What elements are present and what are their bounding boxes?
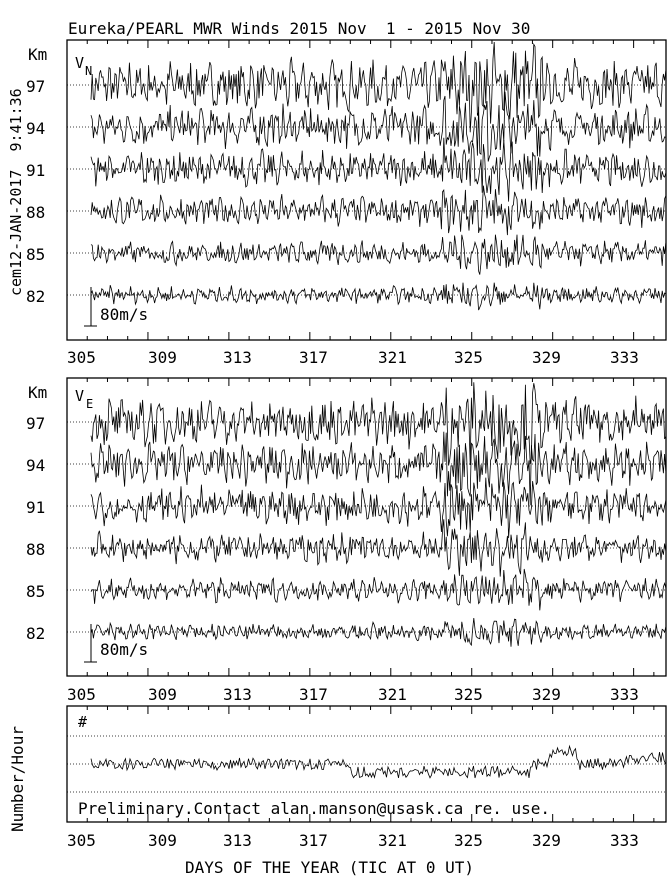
x-tick-label: 305 — [67, 685, 96, 704]
panel-v-north: Km V N 97 94 91 88 85 82 80m/s — [26, 39, 667, 341]
wind-trace-91km — [90, 477, 667, 539]
component-sub: E — [86, 397, 93, 411]
altitude-label: 97 — [26, 77, 45, 96]
component-label: V — [75, 387, 84, 405]
day-ticks — [66, 706, 655, 822]
panel-frame — [66, 377, 667, 677]
altitude-label: 82 — [26, 624, 45, 643]
x-tick-label: 305 — [67, 831, 96, 850]
unit-label: Km — [28, 383, 47, 402]
x-tick-label: 325 — [454, 831, 483, 850]
wind-traces — [67, 41, 667, 311]
x-tick-label: 317 — [299, 831, 328, 850]
x-tick-label: 325 — [454, 348, 483, 367]
x-tick-label: 333 — [610, 685, 639, 704]
count-marker: # — [78, 713, 87, 731]
usage-note: Preliminary.Contact alan.manson@usask.ca… — [78, 799, 550, 818]
wind-trace-91km — [90, 137, 667, 202]
x-tick-label: 333 — [610, 831, 639, 850]
panel-count: # Number/Hour Preliminary.Contact alan.m… — [8, 705, 667, 832]
side-stamp: cem12-JAN-2017 9:41:36 — [7, 88, 25, 296]
wind-trace-82km — [90, 282, 666, 311]
x-tick-label: 329 — [532, 831, 561, 850]
wind-trace-88km — [90, 185, 667, 236]
wind-trace-94km — [90, 431, 667, 506]
altitude-label: 97 — [26, 414, 45, 433]
x-tick-labels-3: 305 309 313 317 321 325 329 333 — [67, 831, 639, 850]
scale-label: 80m/s — [100, 305, 148, 324]
wind-trace-85km — [90, 234, 667, 275]
x-tick-labels-1: 305 309 313 317 321 325 329 333 — [67, 348, 639, 367]
scale-bar: 80m/s — [84, 624, 148, 663]
x-tick-label: 333 — [610, 348, 639, 367]
altitude-label: 88 — [26, 540, 45, 559]
x-tick-label: 329 — [532, 685, 561, 704]
x-tick-label: 309 — [148, 831, 177, 850]
altitude-label: 82 — [26, 287, 45, 306]
wind-trace-85km — [90, 568, 667, 611]
x-tick-label: 325 — [454, 685, 483, 704]
wind-traces — [67, 382, 667, 647]
x-tick-label: 313 — [223, 831, 252, 850]
altitude-label: 94 — [26, 119, 45, 138]
unit-label: Km — [28, 45, 47, 64]
wind-trace-97km — [90, 41, 667, 133]
x-tick-labels-2: 305 309 313 317 321 325 329 333 — [67, 685, 639, 704]
altitude-label: 88 — [26, 203, 45, 222]
x-axis-label: DAYS OF THE YEAR (TIC AT 0 UT) — [185, 858, 474, 877]
altitude-label: 91 — [26, 161, 45, 180]
wind-trace-97km — [90, 382, 667, 466]
wind-trace-94km — [90, 91, 666, 162]
x-tick-label: 313 — [223, 685, 252, 704]
x-tick-label: 305 — [67, 348, 96, 367]
altitude-label: 85 — [26, 582, 45, 601]
day-ticks — [66, 378, 655, 676]
x-tick-label: 317 — [299, 685, 328, 704]
count-trace — [90, 744, 666, 779]
x-tick-label: 309 — [148, 348, 177, 367]
component-label: V — [75, 54, 84, 72]
wind-trace-88km — [90, 519, 667, 577]
chart-title: Eureka/PEARL MWR Winds 2015 Nov 1 - 2015… — [68, 19, 530, 38]
altitude-labels: 97 94 91 88 85 82 — [26, 414, 45, 643]
altitude-labels: 97 94 91 88 85 82 — [26, 77, 45, 306]
panel-v-east: Km V E 97 94 91 88 85 82 80m/s — [26, 377, 667, 677]
x-tick-label: 321 — [378, 831, 407, 850]
scale-label: 80m/s — [100, 640, 148, 659]
altitude-label: 91 — [26, 498, 45, 517]
x-tick-label: 309 — [148, 685, 177, 704]
component-sub: N — [85, 64, 92, 78]
panel-frame — [66, 39, 667, 341]
x-tick-label: 321 — [378, 348, 407, 367]
x-tick-label: 329 — [532, 348, 561, 367]
altitude-label: 85 — [26, 245, 45, 264]
count-ylabel: Number/Hour — [8, 726, 27, 832]
altitude-label: 94 — [26, 456, 45, 475]
wind-trace-82km — [90, 618, 667, 647]
day-ticks — [66, 40, 655, 340]
x-tick-label: 317 — [299, 348, 328, 367]
scale-bar: 80m/s — [84, 287, 148, 327]
x-tick-label: 321 — [378, 685, 407, 704]
x-tick-label: 313 — [223, 348, 252, 367]
